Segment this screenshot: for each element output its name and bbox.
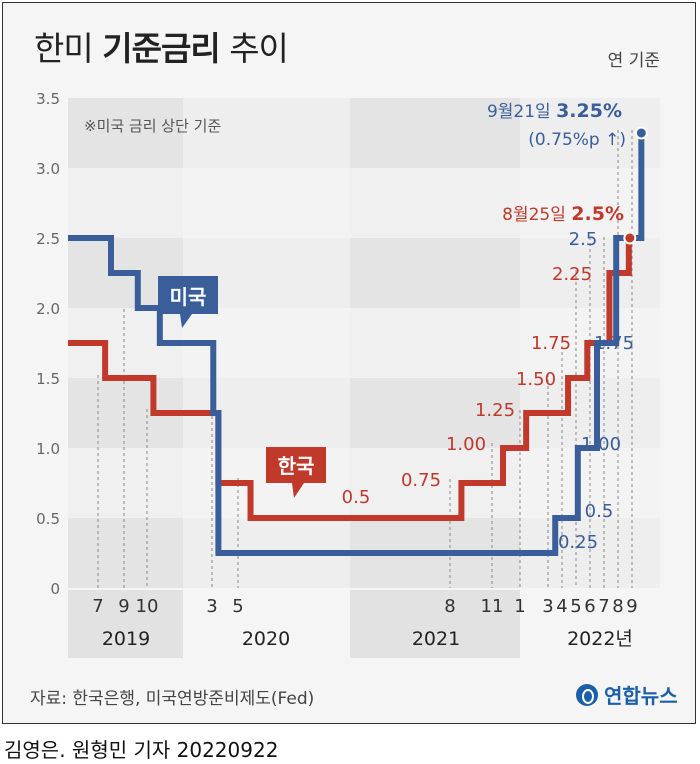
- unit-label: 연 기준: [607, 51, 660, 71]
- y-tick-label: 0: [50, 580, 60, 598]
- y-tick-label: 0.5: [36, 510, 60, 528]
- page-title: 한미 기준금리 추이: [34, 22, 289, 70]
- kr-annotation-value: 2.5%: [571, 203, 624, 225]
- us-end-point: [634, 126, 648, 140]
- x-tick-label: 3: [542, 596, 553, 617]
- y-tick-label: 2.5: [36, 230, 60, 248]
- x-tick-label: 8: [444, 596, 455, 617]
- year-label: 2021: [412, 628, 460, 650]
- title-end: 추이: [229, 29, 289, 68]
- chart-note: ※미국 금리 상단 기준: [84, 117, 221, 135]
- kr-callout-label: 한국: [278, 454, 315, 478]
- year-band: [350, 590, 520, 658]
- kr-value-label: 1.00: [446, 434, 486, 455]
- us-value-label: 1.00: [581, 434, 621, 455]
- x-tick-label: 7: [598, 596, 609, 617]
- logo-text: 연합뉴스: [604, 684, 678, 708]
- kr-value-label: 2.25: [552, 264, 592, 285]
- kr-value-label: 0.75: [401, 470, 441, 491]
- x-tick-label: 9: [626, 596, 637, 617]
- kr-end-point: [623, 231, 637, 245]
- year-label: 2022년: [567, 628, 633, 650]
- source-note: 자료: 한국은행, 미국연방준비제도(Fed): [30, 689, 315, 709]
- y-tick-label: 1.5: [36, 370, 60, 388]
- us-value-label: 2.5: [569, 229, 598, 250]
- title-bold: 기준금리: [102, 29, 220, 68]
- x-tick-label: 4: [556, 596, 567, 617]
- us-annotation-value: 3.25%: [556, 100, 622, 122]
- series-line-us: [68, 133, 645, 556]
- kr-value-label: 1.25: [475, 400, 515, 421]
- y-tick-label: 3.0: [36, 160, 60, 178]
- x-tick-label: 11: [481, 596, 504, 617]
- us-callout-label: 미국: [170, 285, 207, 309]
- kr-value-label: 0.5: [342, 487, 371, 508]
- x-tick-label: 5: [570, 596, 581, 617]
- x-tick-label: 10: [136, 596, 159, 617]
- year-band: [183, 590, 350, 658]
- kr-annotation-date: 8월25일 2.5%: [502, 203, 624, 225]
- y-tick-label: 2.0: [36, 300, 60, 318]
- us-annotation-change: (0.75%p ↑): [528, 130, 626, 150]
- x-tick-label: 7: [92, 596, 103, 617]
- year-band: [68, 590, 183, 658]
- x-tick-label: 5: [232, 596, 243, 617]
- us-annotation-date: 9월21일 3.25%: [487, 100, 622, 122]
- us-callout-box: [158, 276, 218, 328]
- x-tick-label: 6: [584, 596, 595, 617]
- us-value-label: 1.75: [594, 333, 634, 354]
- kr-value-label: 1.75: [531, 333, 571, 354]
- kr-callout-box: [266, 447, 326, 498]
- title-light: 한미: [34, 29, 94, 68]
- logo: 연합뉴스: [576, 680, 678, 709]
- y-tick-label: 1.0: [36, 440, 60, 458]
- x-tick-label: 8: [612, 596, 623, 617]
- us-value-label: 0.25: [558, 532, 598, 553]
- x-tick-label: 1: [514, 596, 525, 617]
- year-band: [520, 590, 660, 658]
- x-tick-label: 3: [206, 596, 217, 617]
- year-label: 2019: [102, 628, 150, 650]
- year-label: 2020: [242, 628, 290, 650]
- kr-value-label: 1.50: [516, 369, 556, 390]
- us-value-label: 0.5: [585, 501, 614, 522]
- yonhap-logo-icon: [576, 683, 598, 706]
- credit-line: 김영은. 원형민 기자 20220922: [4, 738, 279, 762]
- x-tick-label: 9: [118, 596, 129, 617]
- y-tick-label: 3.5: [36, 90, 60, 108]
